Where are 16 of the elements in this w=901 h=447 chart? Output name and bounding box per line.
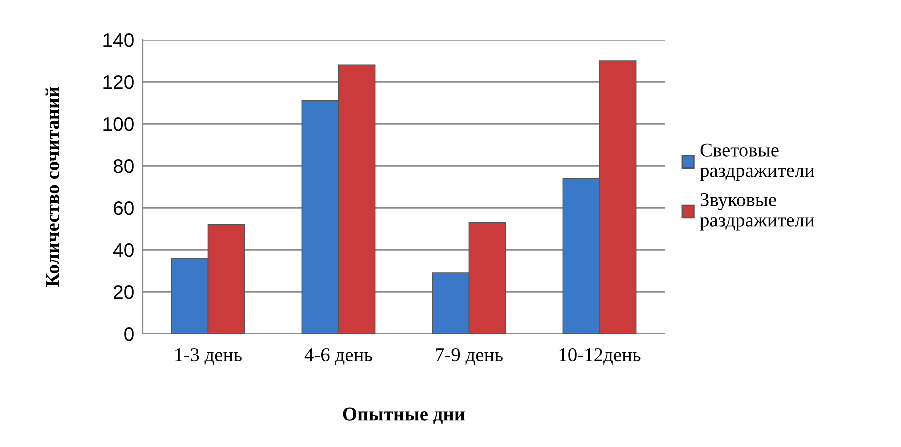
y-tick-label: 80 <box>114 159 134 174</box>
x-tick-label: 1-3 день <box>176 348 242 366</box>
y-tick-label: 0 <box>124 327 134 342</box>
x-tick-label: 7-9 день <box>436 348 503 366</box>
y-tick-label: 100 <box>104 117 134 132</box>
legend-label: Световые раздражители <box>700 144 815 182</box>
y-tick-label: 20 <box>114 285 134 300</box>
y-tick-label: 120 <box>104 75 134 90</box>
y-tick-label: 140 <box>104 33 134 48</box>
x-tick-label: 4-6 день <box>304 348 372 366</box>
y-tick-label: 40 <box>113 243 134 258</box>
x-tick-label: 10-12день <box>560 348 641 366</box>
y-tick-label: 60 <box>114 201 134 216</box>
y-axis-title: Количество сочитаний <box>46 87 60 288</box>
legend-label: Звуковые раздражители <box>700 193 815 231</box>
x-axis-title: Опытные дни <box>343 408 466 424</box>
